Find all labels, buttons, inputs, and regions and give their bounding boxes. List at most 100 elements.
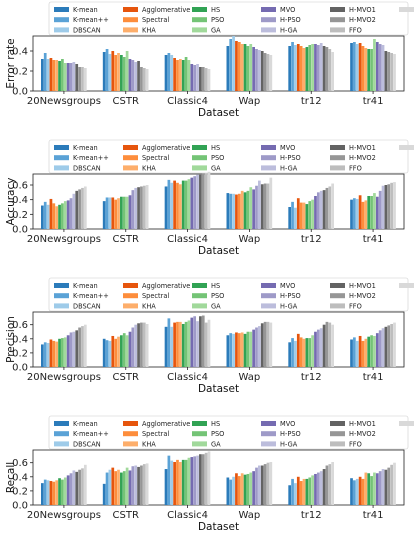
bar xyxy=(63,201,67,229)
bar xyxy=(128,470,132,505)
bar xyxy=(173,180,176,229)
bar xyxy=(299,481,303,505)
x-tick-label: 20Newsgroups xyxy=(27,510,101,521)
bar xyxy=(302,338,306,367)
bar xyxy=(55,480,59,505)
legend-swatch xyxy=(330,421,345,426)
x-tick-label: tr41 xyxy=(363,510,384,521)
legend-label: Spectral xyxy=(142,292,169,300)
legend-label: K-mean xyxy=(73,6,98,14)
legend-label: HS xyxy=(211,144,220,152)
bar xyxy=(102,201,106,229)
legend-swatch xyxy=(123,145,138,150)
bar xyxy=(41,205,44,229)
legend-label: H-MVO1 xyxy=(349,6,376,14)
bar xyxy=(52,481,56,505)
bar xyxy=(178,321,182,367)
bar xyxy=(308,477,312,505)
legend-label: K-mean xyxy=(73,144,98,152)
legend-label: FFO xyxy=(349,302,362,310)
legend-swatch xyxy=(330,155,345,161)
bar xyxy=(170,55,174,91)
bar xyxy=(384,51,388,91)
bar xyxy=(69,198,73,229)
bar xyxy=(58,338,61,367)
legend-swatch xyxy=(330,145,345,150)
bar xyxy=(105,49,109,91)
legend-frame xyxy=(48,415,409,450)
bar xyxy=(325,187,329,229)
bar xyxy=(258,465,261,505)
bar xyxy=(314,473,317,505)
bar xyxy=(288,207,292,229)
bar xyxy=(164,186,168,229)
x-tick-label: Wap xyxy=(239,96,261,107)
bar xyxy=(142,322,146,367)
bar xyxy=(75,330,79,367)
legend-label: H-MVO2 xyxy=(349,16,376,24)
bar xyxy=(187,60,191,91)
bar xyxy=(308,45,312,91)
legend-label: GA xyxy=(211,164,221,172)
bar xyxy=(111,51,115,91)
legend-swatch xyxy=(261,431,276,437)
bar xyxy=(137,187,140,229)
legend: K-mean K-mean++ DBSCAN Agglomerative Spectra… xyxy=(48,139,414,174)
bar xyxy=(193,316,197,367)
bar xyxy=(258,180,261,229)
bar xyxy=(117,53,120,91)
bar xyxy=(117,198,120,229)
legend-label: HS xyxy=(211,282,220,290)
bar xyxy=(128,59,132,91)
bar xyxy=(145,323,149,367)
bar xyxy=(249,472,253,505)
bar xyxy=(187,179,191,229)
legend-swatch xyxy=(54,155,69,161)
bar xyxy=(390,323,393,367)
x-tick-label: tr12 xyxy=(301,234,322,245)
bar xyxy=(266,54,270,91)
bar xyxy=(66,63,70,91)
legend-label: KHA xyxy=(142,164,156,172)
legend-swatch xyxy=(123,155,138,161)
bar xyxy=(237,193,241,229)
bar xyxy=(176,182,179,229)
legend-swatch xyxy=(330,441,345,447)
bar xyxy=(252,471,255,505)
bar xyxy=(46,343,50,367)
legend-label: FFO xyxy=(349,440,362,448)
bar xyxy=(164,55,168,91)
legend-label: H-PSO xyxy=(280,154,301,162)
bar xyxy=(52,340,56,367)
bar xyxy=(226,193,230,229)
bar xyxy=(125,467,129,505)
bar xyxy=(229,39,233,91)
bar xyxy=(367,473,371,505)
bar xyxy=(142,68,146,91)
bar xyxy=(232,193,235,229)
legend-swatch xyxy=(123,17,138,23)
bar xyxy=(322,324,326,367)
bar xyxy=(122,333,126,367)
legend-swatch xyxy=(261,441,276,447)
bar xyxy=(229,333,233,367)
bar xyxy=(184,321,188,367)
bar xyxy=(252,189,255,229)
bar xyxy=(164,469,168,505)
bar xyxy=(176,459,179,505)
bar xyxy=(353,480,356,505)
bar xyxy=(331,183,335,229)
bar xyxy=(131,327,135,367)
bar xyxy=(235,473,238,505)
chart-panel-2: K-mean K-mean++ DBSCAN Agglomerative Spectra… xyxy=(5,139,414,257)
bar xyxy=(311,335,314,367)
bar xyxy=(75,471,79,505)
bar xyxy=(111,197,115,229)
legend-label: H-MVO2 xyxy=(349,154,376,162)
bar xyxy=(102,52,106,91)
legend-label: H-PSO xyxy=(280,430,301,438)
bar xyxy=(173,322,176,367)
bar xyxy=(358,195,362,229)
bar xyxy=(243,474,247,505)
bar xyxy=(207,171,211,229)
